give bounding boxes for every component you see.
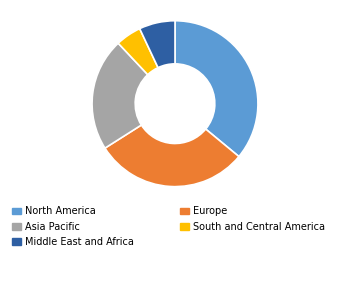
Wedge shape: [175, 21, 258, 157]
Wedge shape: [92, 43, 148, 148]
Wedge shape: [105, 125, 239, 187]
Legend: Europe, South and Central America: Europe, South and Central America: [180, 206, 326, 232]
Wedge shape: [118, 29, 158, 75]
Wedge shape: [140, 21, 175, 68]
